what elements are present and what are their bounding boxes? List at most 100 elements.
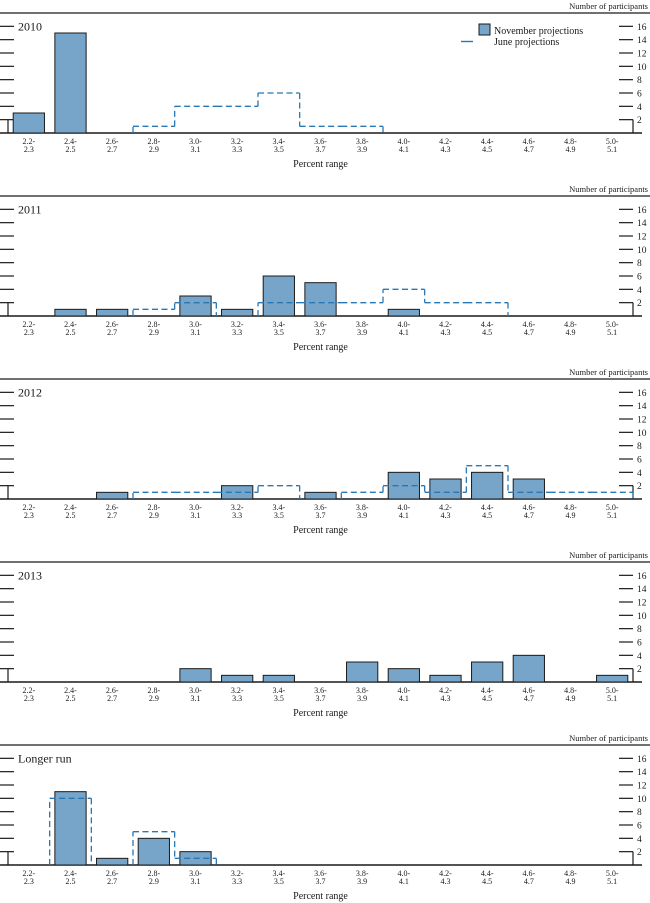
x-tick-label: 5.0-5.1 bbox=[606, 320, 619, 337]
x-tick-label: 3.4-3.5 bbox=[272, 320, 285, 337]
x-tick-label: 2.4-2.5 bbox=[64, 869, 77, 886]
x-tick-label: 2.6-2.7 bbox=[106, 320, 119, 337]
panel-2010: Number of participants 2 4 6 8 10 12 14 16 2010 2.… bbox=[0, 1, 650, 170]
november-bar bbox=[54, 791, 87, 866]
november-bar bbox=[471, 471, 504, 500]
november-bar bbox=[221, 308, 254, 317]
x-tick-label: 2.8-2.9 bbox=[147, 869, 160, 886]
x-tick-label: 3.8-3.9 bbox=[356, 137, 369, 154]
y-tick-label: 6 bbox=[637, 639, 642, 649]
panel-2012: Number of participants 2 4 6 8 10 12 14 16 2012 2.… bbox=[0, 367, 650, 536]
y-tick-label: 2 bbox=[637, 116, 642, 126]
x-tick-label: 3.6-3.7 bbox=[314, 137, 327, 154]
november-bar bbox=[387, 668, 420, 683]
november-bar bbox=[137, 837, 170, 866]
november-bar bbox=[429, 478, 462, 500]
panel-title: Longer run bbox=[18, 752, 72, 766]
june-step-line bbox=[132, 465, 634, 499]
y-tick-label: 12 bbox=[637, 599, 647, 609]
x-tick-label: 3.2-3.3 bbox=[231, 137, 244, 154]
x-tick-label: 3.2-3.3 bbox=[231, 503, 244, 520]
june-step-line bbox=[132, 92, 384, 133]
x-tick-label: 4.0-4.1 bbox=[397, 503, 410, 520]
legend-november-swatch bbox=[478, 23, 491, 36]
panel-2011: Number of participants 2 4 6 8 10 12 14 16 2011 2.… bbox=[0, 184, 650, 353]
x-tick-label: 2.8-2.9 bbox=[147, 137, 160, 154]
y-tick-label: 12 bbox=[637, 416, 647, 426]
x-tick-label: 3.6-3.7 bbox=[314, 503, 327, 520]
november-bar bbox=[262, 674, 295, 683]
november-bar bbox=[304, 282, 337, 317]
y-tick-label: 6 bbox=[637, 273, 642, 283]
y-tick-label: 4 bbox=[637, 652, 642, 662]
november-bar bbox=[179, 668, 212, 683]
y-tick-label: 2 bbox=[637, 848, 642, 858]
legend-june-label: June projections bbox=[494, 37, 559, 48]
y-tick-label: 14 bbox=[637, 219, 647, 229]
x-tick-label: 4.4-4.5 bbox=[481, 869, 494, 886]
x-tick-label: 3.2-3.3 bbox=[231, 320, 244, 337]
november-bar bbox=[96, 857, 129, 866]
x-tick-label: 3.4-3.5 bbox=[272, 137, 285, 154]
y-tick-label: 8 bbox=[637, 76, 642, 86]
x-axis-label: Percent range bbox=[293, 525, 348, 536]
x-tick-label: 4.4-4.5 bbox=[481, 320, 494, 337]
panel-title: 2013 bbox=[18, 569, 42, 583]
x-tick-label: 3.0-3.1 bbox=[189, 503, 202, 520]
y-tick-label: 4 bbox=[637, 469, 642, 479]
x-tick-label: 3.4-3.5 bbox=[272, 503, 285, 520]
x-tick-label: 2.2-2.3 bbox=[22, 137, 35, 154]
november-bar bbox=[512, 654, 545, 683]
x-tick-label: 3.4-3.5 bbox=[272, 869, 285, 886]
x-tick-label: 2.8-2.9 bbox=[147, 503, 160, 520]
x-tick-label: 3.6-3.7 bbox=[314, 869, 327, 886]
y-tick-label: 16 bbox=[637, 206, 647, 216]
y-tick-label: 10 bbox=[637, 612, 647, 622]
x-tick-label: 3.6-3.7 bbox=[314, 686, 327, 703]
x-tick-label: 2.6-2.7 bbox=[106, 137, 119, 154]
x-tick-label: 3.8-3.9 bbox=[356, 320, 369, 337]
y-tick-label: 14 bbox=[637, 402, 647, 412]
november-bar bbox=[429, 674, 462, 683]
x-tick-label: 5.0-5.1 bbox=[606, 869, 619, 886]
x-tick-label: 5.0-5.1 bbox=[606, 503, 619, 520]
y-tick-label: 14 bbox=[637, 585, 647, 595]
x-tick-label: 4.6-4.7 bbox=[522, 320, 535, 337]
x-tick-label: 4.6-4.7 bbox=[522, 686, 535, 703]
y-tick-label: 8 bbox=[637, 808, 642, 818]
november-bar bbox=[12, 112, 45, 134]
x-tick-label: 2.4-2.5 bbox=[64, 137, 77, 154]
x-tick-label: 3.8-3.9 bbox=[356, 869, 369, 886]
x-tick-label: 4.4-4.5 bbox=[481, 137, 494, 154]
y-tick-label: 12 bbox=[637, 233, 647, 243]
y-tick-label: 4 bbox=[637, 286, 642, 296]
participants-label: Number of participants bbox=[569, 733, 648, 743]
x-tick-label: 2.6-2.7 bbox=[106, 503, 119, 520]
x-tick-label: 4.6-4.7 bbox=[522, 503, 535, 520]
y-tick-label: 16 bbox=[637, 572, 647, 582]
x-tick-label: 3.0-3.1 bbox=[189, 137, 202, 154]
y-tick-label: 16 bbox=[637, 389, 647, 399]
x-tick-label: 5.0-5.1 bbox=[606, 686, 619, 703]
y-tick-label: 8 bbox=[637, 259, 642, 269]
panel-title: 2011 bbox=[18, 203, 42, 217]
november-bar bbox=[54, 308, 87, 317]
june-step-line bbox=[132, 288, 509, 316]
x-tick-label: 4.0-4.1 bbox=[397, 320, 410, 337]
x-tick-label: 3.0-3.1 bbox=[189, 869, 202, 886]
y-tick-label: 6 bbox=[637, 822, 642, 832]
participants-label: Number of participants bbox=[569, 1, 648, 11]
x-tick-label: 3.0-3.1 bbox=[189, 686, 202, 703]
x-tick-label: 4.4-4.5 bbox=[481, 503, 494, 520]
panel-title: 2012 bbox=[18, 386, 42, 400]
y-tick-label: 10 bbox=[637, 246, 647, 256]
x-tick-label: 2.2-2.3 bbox=[22, 320, 35, 337]
x-tick-label: 3.0-3.1 bbox=[189, 320, 202, 337]
x-tick-label: 2.2-2.3 bbox=[22, 869, 35, 886]
y-tick-label: 16 bbox=[637, 755, 647, 765]
november-bar bbox=[471, 661, 504, 683]
x-tick-label: 2.6-2.7 bbox=[106, 686, 119, 703]
x-tick-label: 2.8-2.9 bbox=[147, 320, 160, 337]
